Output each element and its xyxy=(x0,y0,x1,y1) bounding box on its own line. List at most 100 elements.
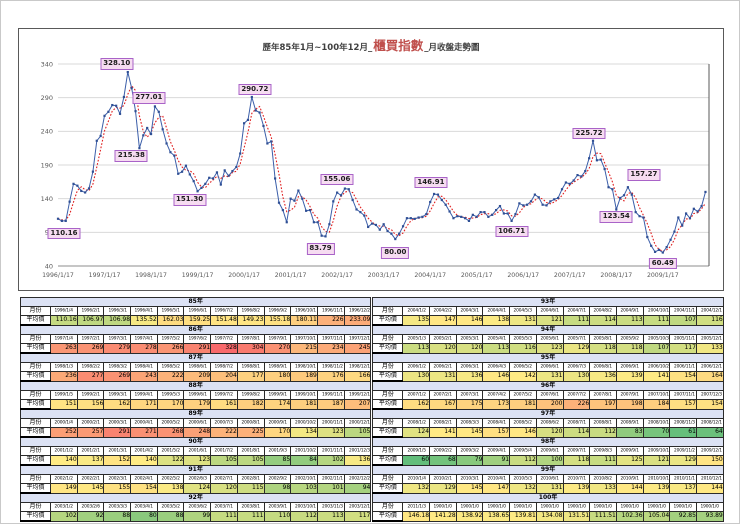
month-date-cell: 2006/8/1 xyxy=(589,362,617,372)
month-date-cell: 2006/3/1 xyxy=(455,362,484,372)
average-price-cell: 120 xyxy=(210,483,238,494)
month-date-cell: 1996/7/2 xyxy=(210,306,238,316)
average-price-cell: 131 xyxy=(535,371,564,382)
data-point-marker xyxy=(374,223,378,227)
data-point-marker xyxy=(378,228,381,231)
average-price-cell: 120 xyxy=(429,343,457,354)
month-date-cell: 2010/7/1 xyxy=(562,474,591,484)
month-date-cell: 2000/3/1 xyxy=(103,418,132,428)
month-date-cell: 1997/1/4 xyxy=(50,334,78,344)
average-price-cell: 149.23 xyxy=(236,315,265,326)
month-date-cell: 2004/12/1 xyxy=(695,306,724,316)
average-price-cell: 139 xyxy=(642,483,671,494)
month-date-cell: 2010/10/1 xyxy=(642,474,671,484)
month-date-cell: 2008/8/1 xyxy=(589,418,617,428)
year-header: 95年 xyxy=(372,352,724,363)
average-price-cell: 162 xyxy=(402,399,431,410)
data-point-marker xyxy=(537,196,540,199)
data-point-marker xyxy=(146,126,149,130)
data-point-marker xyxy=(444,203,447,206)
month-date-cell: 1996/9/2 xyxy=(263,306,292,316)
data-point-marker xyxy=(386,229,389,233)
average-price-cell: 176 xyxy=(316,371,345,382)
y-axis-tick-label: 190 xyxy=(41,161,53,169)
month-date-cell: 2007/11/1 xyxy=(669,390,697,400)
month-date-cell: 1998/3/2 xyxy=(103,362,132,372)
average-price-cell: 135.52 xyxy=(130,315,158,326)
average-price-cell: 207 xyxy=(343,399,372,410)
data-point-marker xyxy=(266,142,269,145)
average-price-cell: 92.85 xyxy=(669,511,697,522)
month-date-cell: 2009/5/4 xyxy=(509,446,537,456)
month-date-cell: 1997/7/2 xyxy=(210,334,238,344)
data-point-marker xyxy=(626,186,630,189)
month-date-cell: 1900/1/0 xyxy=(642,502,671,512)
average-price-cell: 111 xyxy=(210,511,238,522)
data-point-marker xyxy=(208,176,211,179)
average-price-cell: 107 xyxy=(642,343,671,354)
average-price-cell: 123 xyxy=(535,343,564,354)
monthly-average-tables: 85年 月份 1996/1/4 1996/2/1 1996/3/1 1996/4/1 199… xyxy=(19,297,724,522)
data-point-marker xyxy=(650,244,653,247)
y-axis-tick-label: 290 xyxy=(41,94,53,102)
average-price-cell: 157 xyxy=(669,399,697,410)
row-label-average-price: 平均價 xyxy=(20,343,51,354)
month-date-cell: 2010/2/1 xyxy=(429,474,457,484)
data-point-marker xyxy=(591,139,595,142)
average-price-cell: 102.36 xyxy=(615,511,644,522)
average-price-cell: 68 xyxy=(429,455,457,466)
average-price-cell: 145 xyxy=(455,427,484,438)
row-label-month: 月份 xyxy=(372,306,404,316)
x-axis-tick-label: 2004/1/17 xyxy=(414,272,446,279)
year-header: 90年 xyxy=(19,436,372,447)
average-price-cell: 271 xyxy=(130,427,158,438)
data-point-marker xyxy=(529,200,533,203)
average-price-cell: 91 xyxy=(482,455,511,466)
average-price-cell: 103 xyxy=(290,483,318,494)
month-date-cell: 1997/11/1 xyxy=(316,334,345,344)
month-date-cell: 2004/11/1 xyxy=(669,306,697,316)
data-point-marker xyxy=(250,95,253,99)
average-price-cell: 125 xyxy=(615,455,644,466)
data-point-marker xyxy=(173,154,176,157)
month-date-cell: 2007/9/1 xyxy=(615,390,644,400)
average-price-cell: 117 xyxy=(343,511,372,522)
data-point-marker xyxy=(510,219,513,222)
average-price-cell: 131 xyxy=(535,483,564,494)
average-price-cell: 136 xyxy=(589,371,617,382)
average-price-cell: 198 xyxy=(615,399,644,410)
average-price-cell: 147 xyxy=(429,315,457,326)
month-date-cell: 1996/11/1 xyxy=(316,306,345,316)
average-price-cell: 147 xyxy=(482,483,511,494)
month-date-cell: 1998/8/1 xyxy=(236,362,265,372)
month-date-cell: 2001/4/2 xyxy=(130,446,158,456)
x-axis-tick-label: 2003/1/17 xyxy=(368,272,400,279)
month-date-cell: 2000/7/3 xyxy=(210,418,238,428)
month-date-cell: 1900/1/0 xyxy=(429,502,457,512)
data-point-marker xyxy=(301,197,304,200)
average-price-cell: 83 xyxy=(615,427,644,438)
data-point-marker xyxy=(277,201,281,204)
month-date-cell: 1997/3/1 xyxy=(103,334,132,344)
data-point-marker xyxy=(227,174,230,177)
month-date-cell: 2005/12/1 xyxy=(695,334,724,344)
month-date-cell: 2010/12/1 xyxy=(695,474,724,484)
month-date-cell: 1900/1/0 xyxy=(589,502,617,512)
data-point-marker xyxy=(518,202,521,205)
chart-title-suffix: _月收盤走勢圖 xyxy=(424,43,480,53)
month-date-cell: 1996/5/1 xyxy=(156,306,185,316)
month-date-cell: 2003/4/1 xyxy=(130,502,158,512)
row-label-average-price: 平均價 xyxy=(372,455,404,466)
month-date-cell: 1900/1/0 xyxy=(562,502,591,512)
month-date-cell: 1900/1/0 xyxy=(509,502,537,512)
data-point-marker xyxy=(347,188,350,191)
data-point-marker xyxy=(684,212,688,215)
year-header: 88年 xyxy=(19,380,372,391)
average-price-cell: 187 xyxy=(316,399,345,410)
data-point-marker xyxy=(638,215,641,218)
data-point-marker xyxy=(126,70,129,74)
month-date-cell: 1900/1/0 xyxy=(695,502,724,512)
data-point-marker xyxy=(68,200,71,203)
data-point-marker xyxy=(467,219,471,222)
month-date-cell: 2008/12/1 xyxy=(695,418,724,428)
